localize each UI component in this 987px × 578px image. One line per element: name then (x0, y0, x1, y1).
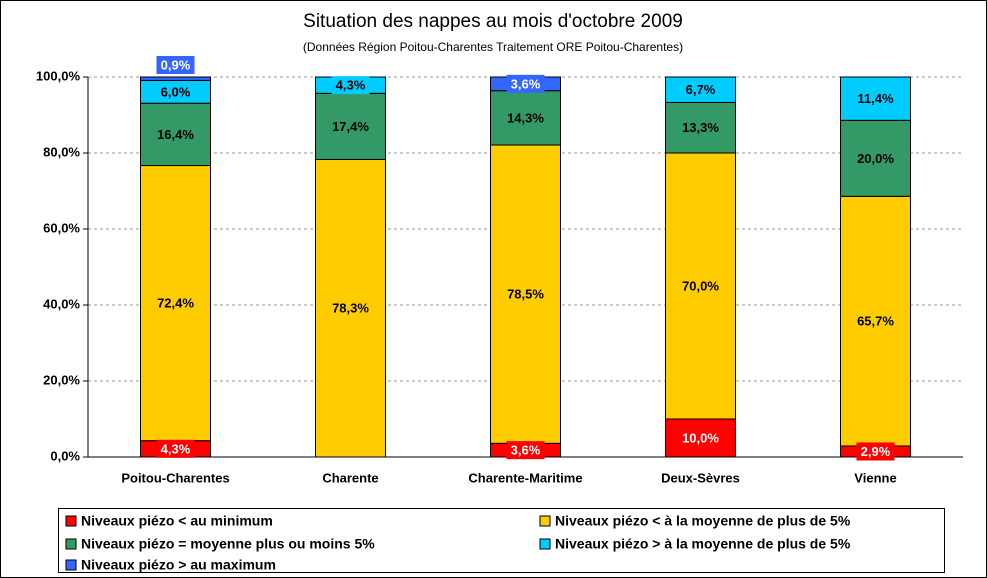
x-tick-label: Charente-Maritime (468, 470, 582, 485)
label-bg (506, 74, 545, 93)
x-tick-label: Vienne (854, 470, 896, 485)
label-bg (156, 56, 195, 74)
data-label: 78,5% (507, 287, 544, 302)
data-label: 17,4% (332, 119, 369, 134)
legend-label: Niveaux piézo > au maximum (81, 557, 276, 573)
legend-label: Niveaux piézo < au minimum (81, 513, 273, 529)
y-tick-label: 60,0% (43, 220, 80, 235)
data-label: 72,4% (157, 296, 194, 311)
data-label: 20,0% (857, 151, 894, 166)
x-tick-label: Charente (322, 470, 378, 485)
data-label: 70,0% (682, 278, 719, 293)
y-tick-label: 0,0% (50, 448, 80, 463)
data-label: 13,3% (682, 120, 719, 135)
label-bg (156, 439, 195, 458)
bar-segment (315, 92, 386, 160)
legend-box (58, 508, 945, 573)
data-label: 6,0% (161, 84, 191, 99)
bar-segment (140, 102, 211, 167)
data-label: 10,0% (682, 430, 719, 445)
data-label: 4,3% (161, 441, 191, 456)
bar-segment (840, 76, 911, 121)
data-label: 2,9% (861, 444, 891, 459)
y-tick-label: 100,0% (36, 68, 81, 83)
y-tick-label: 20,0% (43, 372, 80, 387)
bar-segment (665, 101, 736, 154)
bar-segment (840, 195, 911, 447)
x-tick-label: Deux-Sèvres (661, 470, 740, 485)
data-label: 65,7% (857, 314, 894, 329)
chart-title: Situation des nappes au mois d'octobre 2… (303, 11, 683, 32)
data-label: 6,7% (686, 82, 716, 97)
x-tick-label: Poitou-Charentes (121, 470, 229, 485)
bar-segment (840, 119, 911, 197)
bar-segment (490, 90, 561, 146)
bar-segment (665, 418, 736, 458)
legend-swatch (539, 538, 551, 550)
legend-label: Niveaux piézo = moyenne plus ou moins 5% (81, 536, 375, 552)
legend-swatch (65, 538, 77, 550)
data-label: 11,4% (857, 91, 894, 106)
data-label: 3,6% (511, 76, 541, 91)
legend-label: Niveaux piézo > à la moyenne de plus de … (555, 536, 851, 552)
data-label: 78,3% (332, 301, 369, 316)
data-label: 0,9% (161, 57, 191, 72)
label-bg (506, 441, 545, 460)
data-label: 14,3% (507, 110, 544, 125)
data-label: 3,6% (511, 443, 541, 458)
bar-segment (665, 152, 736, 420)
legend-label: Niveaux piézo < à la moyenne de plus de … (555, 513, 851, 529)
bar-segment (665, 76, 736, 103)
label-bg (856, 442, 895, 461)
y-tick-label: 40,0% (43, 296, 80, 311)
legend-swatch (65, 515, 77, 527)
label-bg (331, 76, 370, 95)
y-tick-label: 80,0% (43, 144, 80, 159)
legend-swatch (65, 559, 77, 571)
bar-segment (140, 76, 211, 81)
legend-swatch (539, 515, 551, 527)
data-label: 4,3% (336, 78, 366, 93)
data-label: 16,4% (157, 127, 194, 142)
chart-subtitle: (Données Région Poitou-Charentes Traitem… (303, 40, 683, 54)
bar-segment (315, 158, 386, 458)
